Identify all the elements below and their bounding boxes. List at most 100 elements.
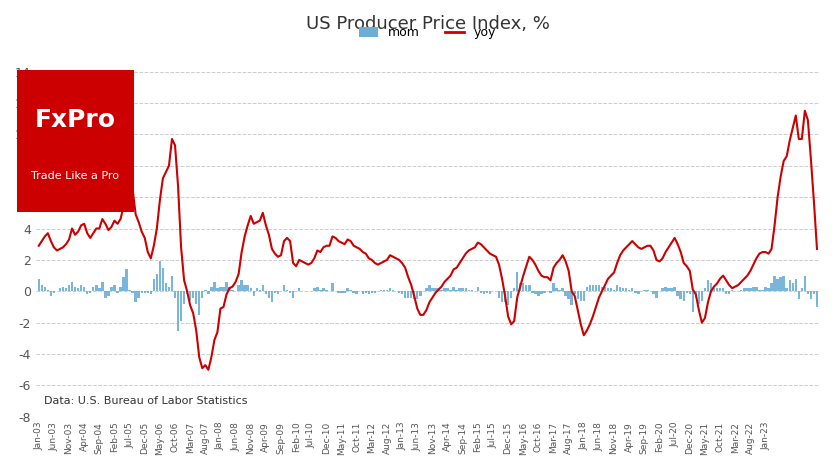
- Bar: [706, 280, 709, 291]
- Bar: [501, 291, 504, 302]
- Bar: [564, 291, 567, 296]
- Bar: [728, 291, 731, 294]
- Bar: [559, 290, 561, 291]
- Bar: [201, 291, 204, 298]
- Bar: [777, 279, 779, 291]
- Bar: [722, 288, 724, 291]
- Bar: [159, 261, 161, 291]
- Bar: [398, 291, 400, 293]
- Bar: [682, 291, 685, 301]
- Bar: [504, 291, 506, 302]
- Bar: [144, 291, 146, 293]
- Bar: [600, 287, 603, 291]
- Bar: [589, 285, 591, 291]
- Bar: [453, 287, 455, 291]
- Bar: [244, 285, 245, 291]
- Bar: [401, 291, 403, 294]
- Bar: [114, 285, 116, 291]
- Bar: [65, 288, 68, 291]
- Bar: [488, 291, 491, 294]
- Bar: [782, 275, 785, 291]
- Bar: [540, 291, 543, 294]
- Bar: [371, 291, 373, 293]
- Bar: [138, 291, 140, 298]
- Bar: [356, 291, 358, 294]
- Bar: [516, 273, 519, 291]
- Bar: [622, 288, 625, 291]
- Bar: [574, 291, 576, 294]
- Bar: [619, 287, 621, 291]
- Bar: [220, 287, 221, 291]
- Bar: [758, 290, 761, 291]
- Bar: [786, 288, 788, 291]
- Bar: [797, 291, 800, 299]
- Bar: [171, 275, 173, 291]
- Bar: [89, 291, 92, 293]
- Bar: [643, 290, 645, 291]
- Bar: [186, 291, 189, 294]
- Bar: [471, 290, 473, 291]
- Bar: [585, 287, 588, 291]
- Bar: [631, 288, 634, 291]
- Bar: [598, 285, 600, 291]
- Bar: [386, 290, 388, 291]
- Bar: [198, 291, 200, 315]
- Bar: [362, 291, 364, 294]
- Bar: [803, 275, 806, 291]
- Bar: [549, 291, 552, 293]
- Bar: [746, 288, 748, 291]
- Bar: [528, 285, 530, 291]
- Bar: [438, 288, 440, 291]
- Bar: [237, 285, 240, 291]
- Bar: [140, 291, 143, 293]
- Bar: [162, 268, 164, 291]
- Bar: [513, 288, 515, 291]
- Bar: [440, 290, 443, 291]
- Bar: [719, 288, 721, 291]
- Bar: [80, 285, 83, 291]
- Bar: [522, 283, 524, 291]
- Bar: [276, 291, 279, 294]
- Bar: [607, 288, 610, 291]
- Bar: [416, 291, 418, 299]
- Bar: [665, 287, 667, 291]
- Bar: [240, 280, 243, 291]
- Bar: [661, 288, 664, 291]
- Bar: [507, 291, 509, 306]
- Bar: [268, 291, 270, 298]
- Bar: [104, 291, 107, 298]
- Bar: [292, 291, 294, 298]
- Bar: [343, 291, 346, 293]
- Bar: [555, 288, 558, 291]
- Bar: [464, 288, 467, 291]
- Bar: [389, 288, 392, 291]
- Bar: [740, 290, 742, 291]
- Bar: [41, 285, 43, 291]
- Bar: [47, 290, 49, 291]
- Legend: mom, yoy: mom, yoy: [355, 21, 501, 44]
- Bar: [537, 291, 539, 296]
- Bar: [228, 287, 230, 291]
- Title: US Producer Price Index, %: US Producer Price Index, %: [306, 15, 549, 33]
- Bar: [183, 291, 185, 304]
- Bar: [207, 291, 210, 294]
- Bar: [731, 290, 733, 291]
- Bar: [289, 291, 291, 293]
- Bar: [86, 291, 89, 294]
- Bar: [568, 291, 569, 299]
- Bar: [265, 291, 267, 294]
- Bar: [762, 290, 764, 291]
- Bar: [123, 277, 124, 291]
- Bar: [710, 283, 712, 291]
- Bar: [404, 291, 407, 298]
- Bar: [252, 291, 255, 296]
- Text: FxPro: FxPro: [34, 108, 116, 132]
- Bar: [286, 290, 288, 291]
- Bar: [168, 287, 170, 291]
- Bar: [410, 291, 412, 298]
- Bar: [443, 288, 446, 291]
- Bar: [68, 285, 70, 291]
- Bar: [652, 291, 655, 294]
- Bar: [195, 291, 197, 304]
- Bar: [570, 291, 573, 306]
